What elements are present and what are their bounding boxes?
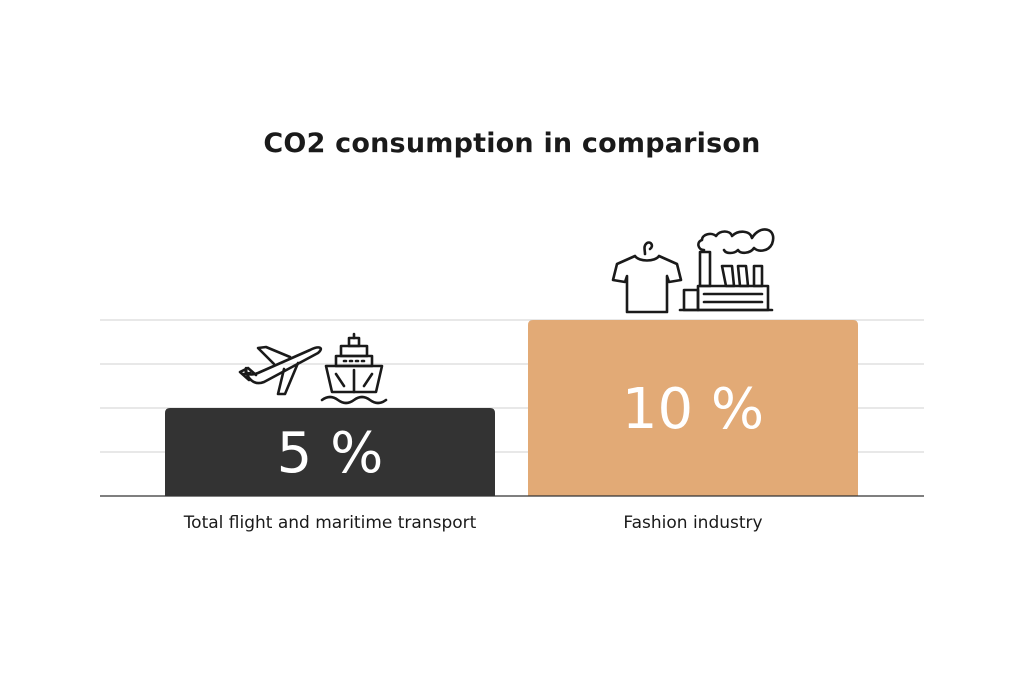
chart-title: CO2 consumption in comparison bbox=[263, 128, 761, 159]
bars: 5 % 10 % bbox=[165, 320, 858, 496]
factory-icon bbox=[678, 228, 775, 312]
icons-group-fashion bbox=[611, 228, 775, 314]
bar-value-label: 5 % bbox=[277, 421, 384, 486]
bar-1 bbox=[528, 320, 858, 496]
category-labels: Total flight and maritime transport Fashi… bbox=[183, 513, 763, 533]
ship-icon bbox=[320, 332, 388, 405]
airplane-icon bbox=[238, 345, 323, 396]
category-label: Fashion industry bbox=[623, 513, 762, 533]
bar-0 bbox=[165, 408, 495, 496]
bar-value-label: 10 % bbox=[622, 377, 764, 442]
t-shirt-icon bbox=[611, 241, 683, 314]
icons-group-transport bbox=[238, 332, 388, 405]
category-label: Total flight and maritime transport bbox=[183, 513, 477, 533]
